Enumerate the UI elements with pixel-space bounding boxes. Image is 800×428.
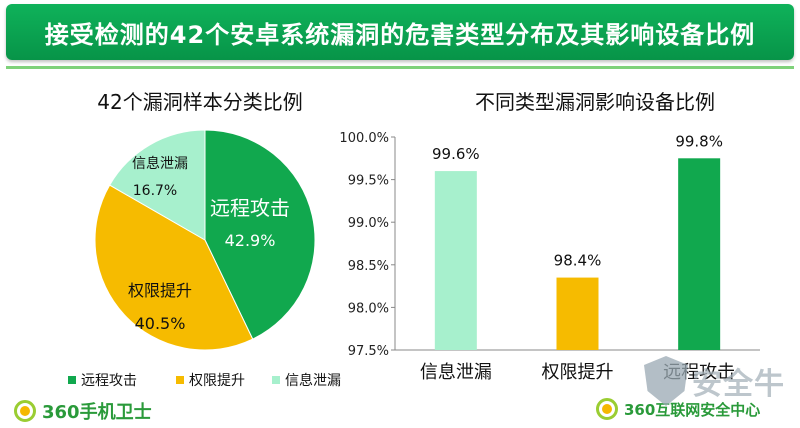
logo-right-text: 360互联网安全中心 xyxy=(624,400,761,419)
logo-left-text: 360手机卫士 xyxy=(42,402,152,423)
legend-swatch xyxy=(68,376,76,384)
bar-value-label: 98.4% xyxy=(554,252,602,270)
legend-swatch xyxy=(272,376,280,384)
legend-swatch xyxy=(176,376,184,384)
header-banner: 接受检测的42个安卓系统漏洞的危害类型分布及其影响设备比例 xyxy=(6,4,794,60)
pie-chart-title: 42个漏洞样本分类比例 xyxy=(97,90,303,114)
page-title: 接受检测的42个安卓系统漏洞的危害类型分布及其影响设备比例 xyxy=(44,20,756,49)
bar-2 xyxy=(556,277,599,350)
bar-value-label: 99.8% xyxy=(675,132,723,150)
bar-chart-title: 不同类型漏洞影响设备比例 xyxy=(475,90,715,114)
y-tick-label: 100.0% xyxy=(339,131,389,146)
bar-value-label: 99.6% xyxy=(432,145,480,163)
y-tick-label: 98.0% xyxy=(348,301,389,316)
pie-slice-1 xyxy=(204,129,316,340)
logo-360-security-center: 360互联网安全中心 xyxy=(596,398,760,420)
watermark-text: 安全牛 xyxy=(692,367,785,402)
legend-label: 远程攻击 xyxy=(81,373,137,389)
pie-slice-label: 信息泄漏 xyxy=(132,155,188,172)
watermark: 安全牛 xyxy=(644,346,800,416)
pie-slice-label: 权限提升 xyxy=(128,281,192,300)
pie-slice-value: 16.7% xyxy=(133,183,177,199)
shield-icon xyxy=(644,356,688,406)
logo-360-icon xyxy=(14,400,36,422)
pie-slice-3 xyxy=(108,129,206,241)
x-tick-label: 信息泄漏 xyxy=(420,362,492,383)
y-tick-label: 99.5% xyxy=(348,174,389,189)
pie-slice-2 xyxy=(94,184,254,351)
pie-slice-value: 42.9% xyxy=(225,231,276,250)
header-separator xyxy=(6,66,794,69)
pie-slice-label: 远程攻击 xyxy=(210,196,290,220)
y-tick-label: 98.5% xyxy=(348,259,389,274)
bar-1 xyxy=(434,171,477,350)
bar-3 xyxy=(678,158,721,350)
legend-label: 权限提升 xyxy=(189,373,245,389)
logo-360-mobile-guard: 360手机卫士 xyxy=(14,398,152,424)
logo-360-icon xyxy=(596,398,618,420)
legend-label: 信息泄漏 xyxy=(285,372,341,389)
y-tick-label: 97.5% xyxy=(348,344,389,359)
pie-slice-value: 40.5% xyxy=(135,314,186,333)
y-tick-label: 99.0% xyxy=(348,216,389,231)
x-tick-label: 权限提升 xyxy=(542,362,614,383)
